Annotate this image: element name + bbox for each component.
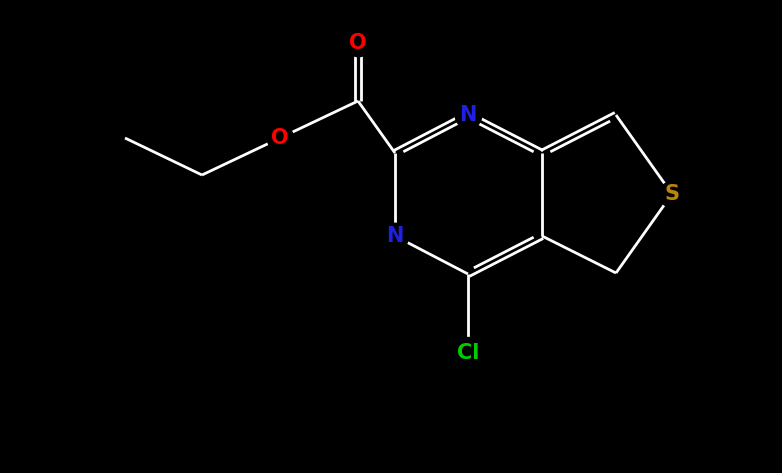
Text: S: S <box>665 184 680 204</box>
Text: N: N <box>459 105 477 125</box>
Text: O: O <box>271 128 289 148</box>
Text: O: O <box>350 33 367 53</box>
Text: N: N <box>386 226 404 246</box>
Text: Cl: Cl <box>457 343 479 363</box>
